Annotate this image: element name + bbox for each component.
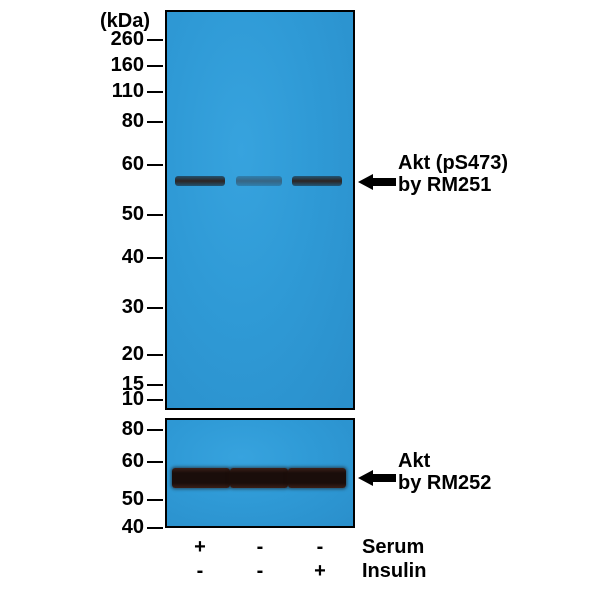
mw-label-260: 260	[94, 28, 144, 51]
band-bottom-lane2	[230, 468, 288, 488]
mw-label-30: 30	[94, 296, 144, 319]
western-blot-top	[165, 10, 355, 410]
annotation-akt-ps473-line1: Akt (pS473)	[398, 152, 508, 174]
film-background-top	[167, 12, 353, 408]
treatment-r2-lane2: -	[248, 560, 272, 583]
mw-tick-50	[147, 214, 163, 216]
band-bottom-lane1	[172, 468, 230, 488]
annotation-akt-total-line1: Akt	[398, 450, 430, 472]
annotation-akt-ps473-line2: by RM251	[398, 174, 491, 196]
mw-label-80: 80	[94, 110, 144, 133]
mw-tick-260	[147, 39, 163, 41]
band-bottom-lane3	[288, 468, 346, 488]
figure-stage: (kDa) 260160110806050403020151080605040 …	[0, 0, 600, 600]
treatment-r2-lane1: -	[188, 560, 212, 583]
mw-label-40: 40	[94, 246, 144, 269]
mw-tick-40	[147, 527, 163, 529]
mw-tick-50	[147, 499, 163, 501]
mw-label-10: 10	[94, 388, 144, 411]
arrow-akt-ps473-icon	[358, 172, 396, 192]
mw-tick-30	[147, 307, 163, 309]
mw-tick-80	[147, 429, 163, 431]
mw-label-60: 60	[94, 153, 144, 176]
treatment-r2-lane3: +	[308, 560, 332, 583]
mw-tick-60	[147, 164, 163, 166]
annotation-akt-total-line2: by RM252	[398, 472, 491, 494]
mw-label-40: 40	[94, 516, 144, 539]
mw-label-20: 20	[94, 343, 144, 366]
mw-tick-160	[147, 65, 163, 67]
mw-label-50: 50	[94, 203, 144, 226]
mw-tick-15	[147, 384, 163, 386]
mw-tick-20	[147, 354, 163, 356]
treatment-name-insulin: Insulin	[362, 560, 426, 583]
mw-tick-80	[147, 121, 163, 123]
mw-label-60: 60	[94, 450, 144, 473]
treatment-r1-lane1: +	[188, 536, 212, 559]
mw-tick-110	[147, 91, 163, 93]
mw-label-110: 110	[94, 80, 144, 103]
treatment-name-serum: Serum	[362, 536, 424, 559]
band-top-lane1	[175, 176, 225, 186]
mw-label-160: 160	[94, 54, 144, 77]
mw-tick-60	[147, 461, 163, 463]
band-top-lane3	[292, 176, 342, 186]
treatment-r1-lane3: -	[308, 536, 332, 559]
mw-tick-10	[147, 399, 163, 401]
band-top-lane2	[236, 176, 282, 186]
mw-label-80: 80	[94, 418, 144, 441]
arrow-akt-total-icon	[358, 468, 396, 488]
mw-label-50: 50	[94, 488, 144, 511]
treatment-r1-lane2: -	[248, 536, 272, 559]
mw-tick-40	[147, 257, 163, 259]
